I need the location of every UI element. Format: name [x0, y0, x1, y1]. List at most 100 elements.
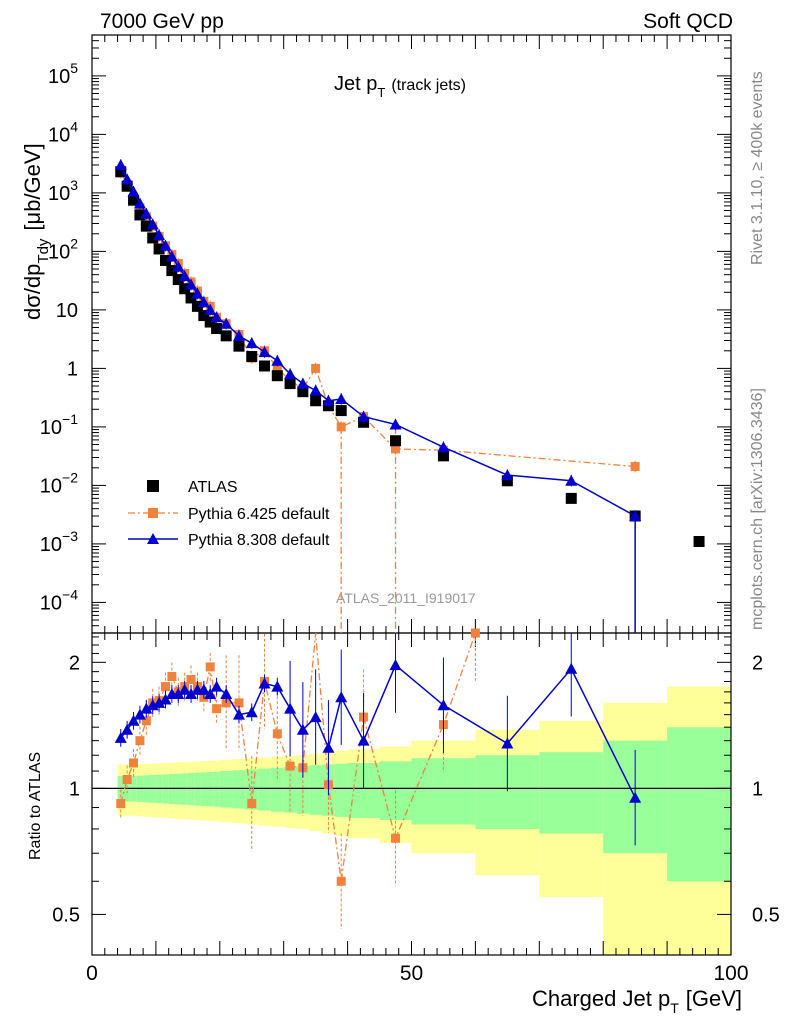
py8-point [153, 229, 166, 241]
main-ytick-label: 1 [67, 358, 78, 380]
ratio-py8-point [159, 693, 172, 705]
py8-point [501, 469, 514, 481]
py8-point [357, 410, 370, 422]
py8-point [220, 317, 233, 329]
atlas-point [185, 292, 197, 304]
ratio-py8-point [178, 683, 191, 695]
ratio-ytick-label-left: 1 [69, 778, 80, 800]
ratio-py8-point [245, 706, 258, 718]
ratio-py6-point [247, 799, 257, 809]
x-tick-label: 50 [400, 962, 423, 985]
py8-point [245, 337, 258, 349]
main-ytick-label: 103 [48, 177, 78, 205]
main-ytick-label: 10 [56, 300, 78, 322]
rivet-label: Rivet 3.1.10, ≥ 400k events [749, 71, 766, 265]
ratio-ytick-label-right: 2 [752, 652, 763, 674]
atlas-point [128, 194, 140, 206]
ratio-py6-point [141, 716, 151, 726]
atlas-point [198, 310, 210, 322]
band-green [181, 773, 188, 805]
band-green [667, 727, 731, 882]
py8-point [565, 474, 578, 486]
py8-point [172, 260, 185, 272]
py8-point [185, 278, 198, 290]
py8-point [165, 250, 178, 262]
atlas-point [140, 220, 152, 232]
ratio-py6-point [167, 672, 177, 682]
ratio-py6-point [212, 704, 222, 714]
py8-point [629, 509, 642, 521]
main-ytick-label: 102 [48, 235, 78, 263]
py6-point [391, 444, 401, 454]
ratio-py8-point [309, 711, 322, 723]
legend-atlas-label: ATLAS [188, 479, 238, 496]
ratio-ytick-label-left: 0.5 [52, 904, 80, 926]
atlas-point [166, 265, 178, 277]
atlas-point [693, 535, 705, 547]
ratio-py8-point [258, 677, 271, 689]
band-green [200, 772, 208, 806]
band-green [258, 768, 271, 811]
ratio-py8-point [284, 702, 297, 714]
atlas-point [121, 180, 133, 192]
ratio-py8-point [357, 734, 370, 746]
watermark: ATLAS_2011_I919017 [336, 590, 476, 606]
ratio-py8-point [501, 737, 514, 749]
py8-point [133, 197, 146, 209]
main-ytick-label: 10−4 [40, 586, 78, 614]
py8-line [120, 164, 636, 517]
atlas-point [204, 316, 216, 328]
ratio-py6-point [129, 758, 139, 768]
ratio-xlabel: Charged Jet pT [GeV] [532, 986, 742, 1016]
py8-point [309, 384, 322, 396]
py8-point [335, 392, 348, 404]
py8-point [232, 329, 245, 341]
py8-point [284, 368, 297, 380]
atlas-point [246, 350, 258, 362]
atlas-point [211, 323, 223, 335]
ratio-ylabel: Ratio to ATLAS [27, 752, 44, 860]
x-tick-label: 0 [86, 962, 98, 985]
atlas-point [220, 330, 232, 342]
ratio-py6-point [234, 698, 244, 708]
py8-point [146, 218, 159, 230]
ratio-py8-point [437, 699, 450, 711]
ratio-py6-point [135, 736, 145, 746]
py8-point [271, 354, 284, 366]
main-ylabel: dσ/dpTdy[μb/GeV] [20, 143, 52, 320]
py8-point [114, 158, 127, 170]
py8-point [178, 269, 191, 281]
atlas-point [437, 450, 449, 462]
py8-point [191, 287, 204, 299]
band-green [334, 763, 348, 817]
py8-point [296, 377, 309, 389]
ratio-py8-point [121, 723, 134, 735]
atlas-point [297, 386, 309, 398]
legend-py8-label: Pythia 8.308 default [188, 532, 330, 549]
atlas-point [233, 340, 245, 352]
legend-py8-marker [147, 533, 159, 544]
band-green [309, 765, 323, 815]
legend-atlas-marker [147, 480, 159, 492]
ratio-ytick-label-left: 2 [69, 652, 80, 674]
ratio-py6-point [122, 775, 132, 785]
band-green [232, 770, 246, 809]
py8-point [121, 173, 134, 185]
ratio-py6-point [391, 833, 401, 843]
py8-point [322, 394, 335, 406]
legend: ATLAS Pythia 6.425 default Pythia 8.308 … [128, 479, 330, 549]
band-green [219, 771, 233, 808]
atlas-point [565, 492, 577, 504]
band-green [207, 772, 214, 807]
band-green [194, 772, 201, 806]
ratio-ytick-label-right: 1 [752, 778, 763, 800]
ratio-py6-point [116, 799, 126, 809]
ratio-py8-point [565, 662, 578, 674]
py8-point [389, 418, 402, 430]
atlas-point [147, 232, 159, 244]
ratio-py8-point [389, 659, 402, 671]
ratio-py6-point [160, 682, 170, 692]
py6-line [120, 172, 636, 468]
atlas-point [335, 405, 347, 417]
